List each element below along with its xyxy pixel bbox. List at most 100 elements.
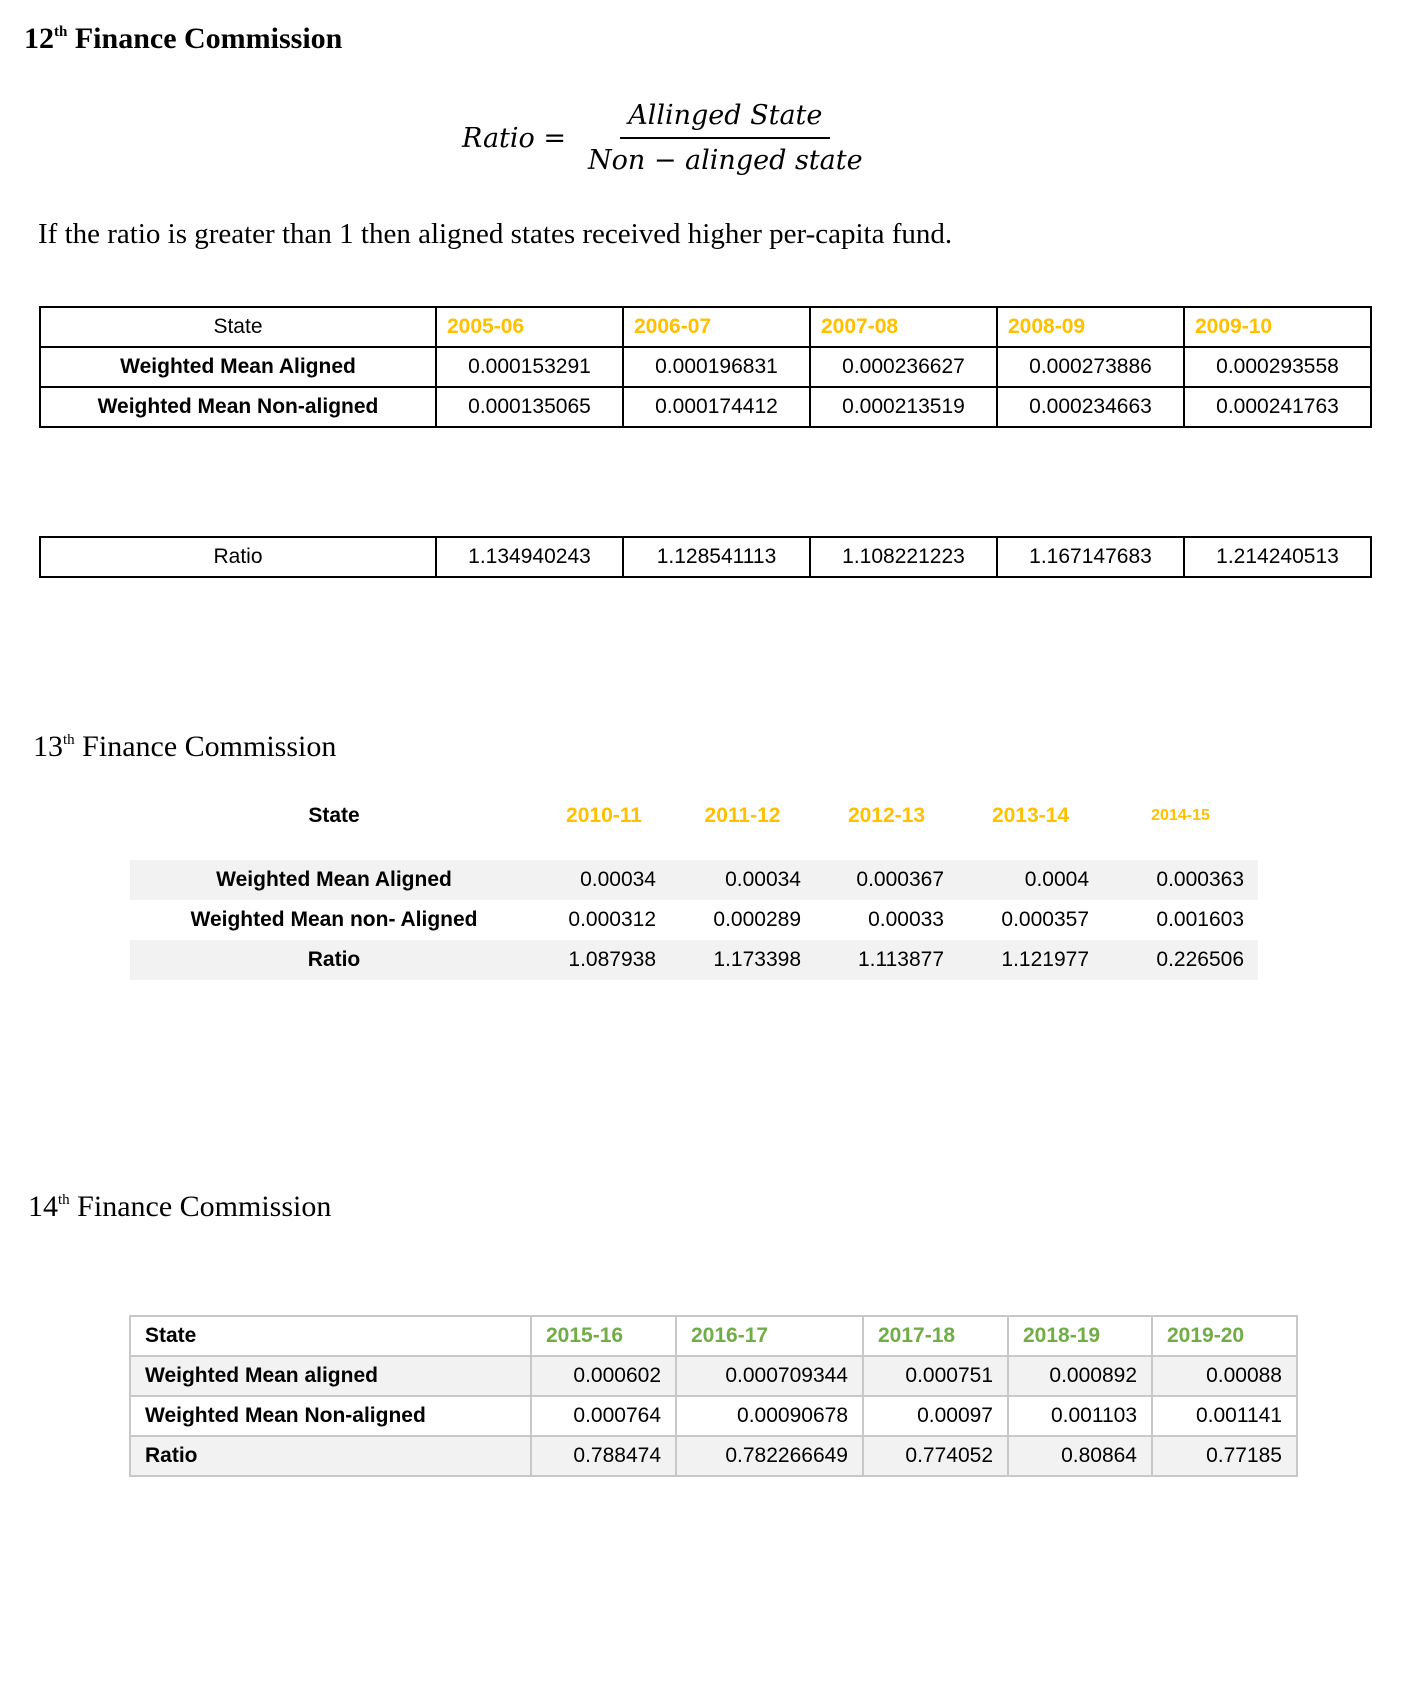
table-row: Weighted Mean Aligned 0.000153291 0.0001…: [39, 346, 1372, 388]
table-cell: 0.001141: [1151, 1395, 1298, 1437]
table-cell: 1.087938: [538, 940, 670, 980]
title-number: 14: [28, 1190, 58, 1223]
table-row: Weighted Mean non- Aligned 0.000312 0.00…: [130, 900, 1258, 940]
table-row: Ratio 0.788474 0.782266649 0.774052 0.80…: [129, 1435, 1298, 1477]
table-cell: 0.774052: [862, 1435, 1009, 1477]
title-superscript: th: [54, 24, 68, 40]
header-cell: State: [129, 1315, 532, 1357]
header-cell: 2016-17: [675, 1315, 864, 1357]
table-cell: 0.000357: [1001, 908, 1089, 931]
section-title-14th-finance-commission: 14th Finance Commission: [28, 1190, 331, 1224]
title-text: Finance Commission: [69, 1190, 332, 1223]
header-cell: 2007-08: [809, 306, 998, 348]
table-cell: 1.113877: [815, 940, 958, 980]
section-title-13th-finance-commission: 13th Finance Commission: [33, 730, 336, 764]
fc14-table: State 2015-16 2016-17 2017-18 2018-19 20…: [129, 1315, 1298, 1477]
title-number: 12: [24, 22, 54, 55]
table-cell: 0.000312: [568, 908, 656, 931]
title-text: Finance Commission: [67, 22, 343, 55]
table-cell: 0.000213519: [809, 386, 998, 428]
table-cell: 0.000153291: [435, 346, 624, 388]
ratio-explanation: If the ratio is greater than 1 then alig…: [38, 218, 953, 250]
header-cell: 2014-15: [1151, 807, 1210, 824]
table-cell: 0.000764: [530, 1395, 677, 1437]
header-cell: 2006-07: [622, 306, 811, 348]
row-label: Weighted Mean aligned: [129, 1355, 532, 1397]
title-text: Finance Commission: [74, 730, 337, 763]
table-cell: 0.000196831: [622, 346, 811, 388]
table-cell: 0.000135065: [435, 386, 624, 428]
table-cell: 0.000892: [1007, 1355, 1153, 1397]
table-cell: 0.00034: [670, 860, 815, 900]
table-cell: 0.000174412: [622, 386, 811, 428]
table-cell: 0.000293558: [1183, 346, 1372, 388]
spacer-row: [130, 836, 1258, 860]
row-label: Ratio: [129, 1435, 532, 1477]
table-header-row: State 2010-11 2011-12 2012-13 2013-14 20…: [130, 796, 1258, 836]
row-label: Weighted Mean Non-aligned: [39, 386, 437, 428]
header-cell: State: [130, 796, 538, 836]
fc13-table: State 2010-11 2011-12 2012-13 2013-14 20…: [130, 796, 1258, 980]
table-cell: 0.001103: [1007, 1395, 1153, 1437]
table-cell: 0.000367: [815, 860, 958, 900]
table-header-row: State 2005-06 2006-07 2007-08 2008-09 20…: [39, 306, 1372, 348]
header-cell: 2005-06: [435, 306, 624, 348]
table-cell: 0.00034: [538, 860, 670, 900]
table-cell: 1.134940243: [435, 536, 624, 578]
table-cell: 0.000289: [713, 908, 801, 931]
table-cell: 0.000709344: [675, 1355, 864, 1397]
ratio-formula: Ratio = Allinged State Non − alinged sta…: [462, 100, 867, 176]
table-cell: 0.001603: [1156, 908, 1244, 931]
formula-denominator: Non − alinged state: [588, 145, 863, 176]
table-cell: 0.00088: [1151, 1355, 1298, 1397]
formula-lhs: Ratio =: [462, 122, 566, 154]
header-cell: 2018-19: [1007, 1315, 1153, 1357]
table-cell: 0.00097: [862, 1395, 1009, 1437]
table-cell: 1.108221223: [809, 536, 998, 578]
table-row: Weighted Mean Non-aligned 0.000135065 0.…: [39, 386, 1372, 428]
table-cell: 1.214240513: [1183, 536, 1372, 578]
header-cell: 2010-11: [566, 804, 642, 827]
row-label: Ratio: [39, 536, 437, 578]
formula-fraction: Allinged State Non − alinged state: [584, 100, 867, 176]
table-cell: 0.000236627: [809, 346, 998, 388]
title-superscript: th: [63, 732, 75, 748]
header-cell: 2015-16: [530, 1315, 677, 1357]
table-row: Weighted Mean Aligned 0.00034 0.00034 0.…: [130, 860, 1258, 900]
table-cell: 1.173398: [670, 940, 815, 980]
table-header-row: State 2015-16 2016-17 2017-18 2018-19 20…: [129, 1315, 1298, 1357]
row-label: Weighted Mean Non-aligned: [129, 1395, 532, 1437]
header-cell: 2013-14: [991, 804, 1070, 827]
title-number: 13: [33, 730, 63, 763]
header-cell: 2017-18: [862, 1315, 1009, 1357]
table-cell: 1.167147683: [996, 536, 1185, 578]
table-cell: 0.00033: [868, 908, 944, 931]
table-cell: 1.128541113: [622, 536, 811, 578]
table-cell: 0.000234663: [996, 386, 1185, 428]
table-cell: 0.788474: [530, 1435, 677, 1477]
table-cell: 0.000602: [530, 1355, 677, 1397]
table-cell: 0.000363: [1103, 860, 1258, 900]
fc12-weighted-mean-table: State 2005-06 2006-07 2007-08 2008-09 20…: [39, 306, 1372, 428]
table-cell: 0.00090678: [675, 1395, 864, 1437]
header-cell: 2019-20: [1151, 1315, 1298, 1357]
row-label: Ratio: [130, 940, 538, 980]
fc12-ratio-table: Ratio 1.134940243 1.128541113 1.10822122…: [39, 536, 1372, 578]
table-row: Ratio 1.134940243 1.128541113 1.10822122…: [39, 536, 1372, 578]
row-label: Weighted Mean non- Aligned: [190, 908, 478, 931]
spacer: [130, 836, 1258, 860]
header-cell: 2009-10: [1183, 306, 1372, 348]
table-cell: 0.0004: [958, 860, 1103, 900]
table-cell: 0.000751: [862, 1355, 1009, 1397]
table-cell: 0.000241763: [1183, 386, 1372, 428]
header-cell: 2011-12: [704, 804, 781, 827]
header-cell: 2008-09: [996, 306, 1185, 348]
table-cell: 1.121977: [958, 940, 1103, 980]
table-row: Ratio 1.087938 1.173398 1.113877 1.12197…: [130, 940, 1258, 980]
table-cell: 0.77185: [1151, 1435, 1298, 1477]
table-cell: 0.80864: [1007, 1435, 1153, 1477]
table-row: Weighted Mean Non-aligned 0.000764 0.000…: [129, 1395, 1298, 1437]
row-label: Weighted Mean Aligned: [130, 860, 538, 900]
table-cell: 0.000273886: [996, 346, 1185, 388]
table-cell: 0.226506: [1103, 940, 1258, 980]
